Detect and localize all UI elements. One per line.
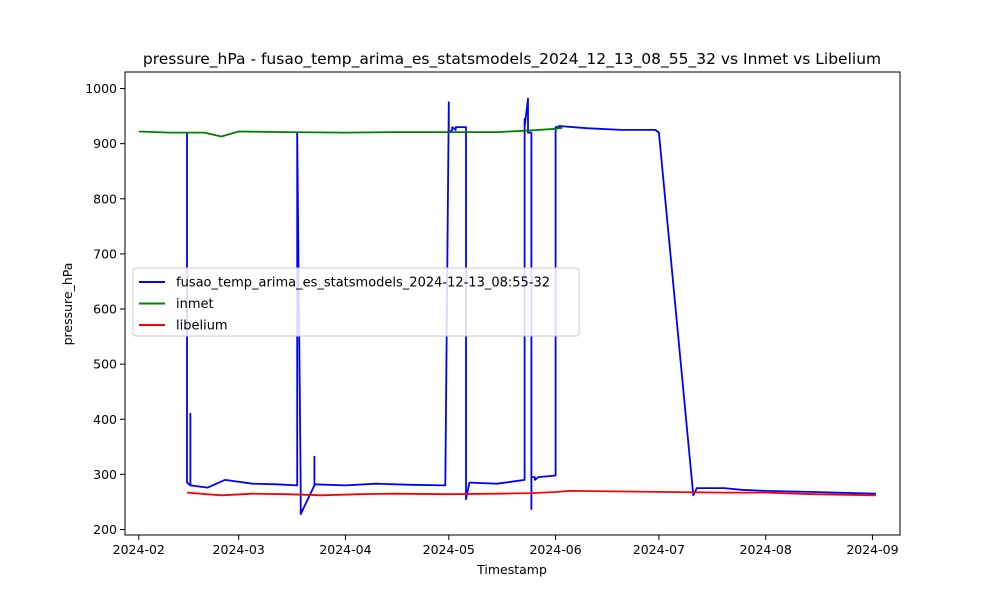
x-tick-label: 2024-06 (529, 542, 581, 557)
y-tick-label: 400 (93, 412, 117, 427)
y-axis-label: pressure_hPa (60, 263, 75, 346)
series-line-1 (186, 97, 876, 515)
series-layer (138, 97, 876, 515)
x-tick-label: 2024-03 (213, 542, 265, 557)
x-tick-label: 2024-07 (633, 542, 685, 557)
x-axis-label: Timestamp (476, 562, 547, 577)
x-tick-label: 2024-02 (113, 542, 165, 557)
y-tick-label: 500 (93, 357, 117, 372)
x-axis: 2024-02 2024-03 2024-04 2024-05 2024-06 2024-… (113, 535, 899, 557)
legend-label: libelium (176, 319, 228, 334)
legend: fusao_temp_arima_es_statsmodels_2024-12-… (132, 267, 580, 337)
y-tick-label: 800 (93, 191, 117, 206)
y-tick-label: 700 (93, 246, 117, 261)
y-tick-label: 900 (93, 136, 117, 151)
y-tick-label: 600 (93, 302, 117, 317)
x-tick-label: 2024-09 (846, 542, 898, 557)
plot-area (124, 71, 901, 536)
legend-label: fusao_temp_arima_es_statsmodels_2024-12-… (176, 276, 550, 291)
x-tick-label: 2024-04 (319, 542, 371, 557)
series-line-2 (138, 126, 563, 138)
y-tick-label: 300 (93, 467, 117, 482)
y-tick-label: 1000 (85, 81, 117, 96)
legend-items: fusao_temp_arima_es_statsmodels_2024-12-… (139, 276, 550, 334)
legend-label: inmet (176, 297, 214, 312)
x-tick-label: 2024-05 (423, 542, 475, 557)
x-tick-label: 2024-08 (740, 542, 792, 557)
chart-title: pressure_hPa - fusao_temp_arima_es_stats… (143, 50, 881, 69)
y-tick-label: 200 (93, 522, 117, 537)
legend-box (132, 267, 580, 337)
series-line-3 (186, 489, 876, 497)
y-axis: 200 300 400 500 600 700 800 900 1000 (85, 81, 125, 537)
